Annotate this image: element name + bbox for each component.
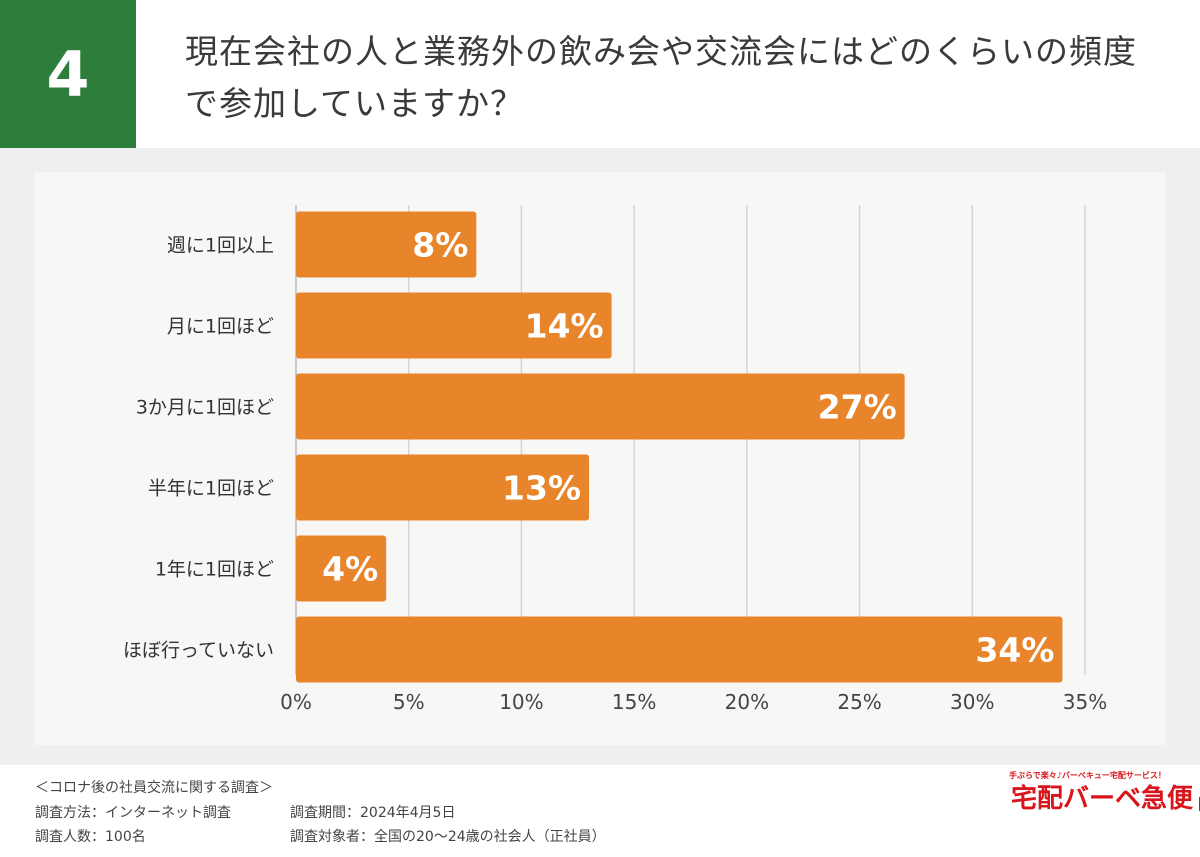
survey-method: 調査方法：インターネット調査 [35,805,231,821]
bar [296,292,612,359]
x-tick-label: 30% [950,690,994,714]
survey-title: ＜コロナ後の社員交流に関する調査＞ [35,780,273,796]
category-label: 1年に1回ほど [155,559,274,581]
x-tick-label: 5% [393,690,425,714]
category-label: ほぼ行っていない [123,640,274,662]
logo-tagline: 手ぶらで楽々♪バーベキュー宅配サービス！ [1009,771,1166,780]
bar [296,454,590,521]
question-title: 現在会社の人と業務外の飲み会や交流会にはどのくらいの頻度で参加していますか？ [185,32,1137,123]
brand-logo: 手ぶらで楽々♪バーベキュー宅配サービス！ 宅配バーベ急便 ▶ [1005,770,1200,854]
bar [296,535,387,602]
data-label: 8% [412,226,468,265]
bar-chart: 0% 5% 10% 15% 20% 25% 30% 35% 週に1回以上 8% 月に1回ほど 14% 3… [123,205,1107,714]
x-tick-label: 25% [837,690,881,714]
data-label: 4% [322,550,378,589]
category-label: 半年に1回ほど [148,478,274,500]
chart-card: 0% 5% 10% 15% 20% 25% 30% 35% 週に1回以上 8% 月に1回ほど 14% 3… [35,172,1165,745]
survey-target: 調査対象者：全国の20〜24歳の社会人（正社員） [290,829,606,845]
category-label: 3か月に1回ほど [136,397,274,419]
x-tick-label: 35% [1063,690,1107,714]
data-label: 27% [818,388,897,427]
x-tick-label: 15% [612,690,656,714]
survey-period: 調査期間：2024年4月5日 [290,805,456,821]
header: 4 現在会社の人と業務外の飲み会や交流会にはどのくらいの頻度で参加していますか？ [0,0,1200,148]
x-tick-label: 0% [280,690,312,714]
logo-name: 宅配バーベ急便 [1011,784,1194,814]
bar [296,211,477,278]
x-tick-label: 20% [725,690,769,714]
bar [296,373,905,440]
x-tick-label: 10% [499,690,543,714]
data-label: 13% [502,469,581,508]
footer: ＜コロナ後の社員交流に関する調査＞ 調査方法：インターネット調査 調査期間：20… [0,765,1200,857]
survey-count: 調査人数：100名 [35,829,146,845]
category-label: 月に1回ほど [167,316,274,338]
bar [296,616,1063,683]
question-number: 4 [0,0,136,148]
data-label: 34% [975,631,1054,670]
data-label: 14% [525,307,604,346]
logo-wordmark: 宅配バーベ急便 ▶ [1011,783,1200,815]
category-label: 週に1回以上 [167,235,274,257]
